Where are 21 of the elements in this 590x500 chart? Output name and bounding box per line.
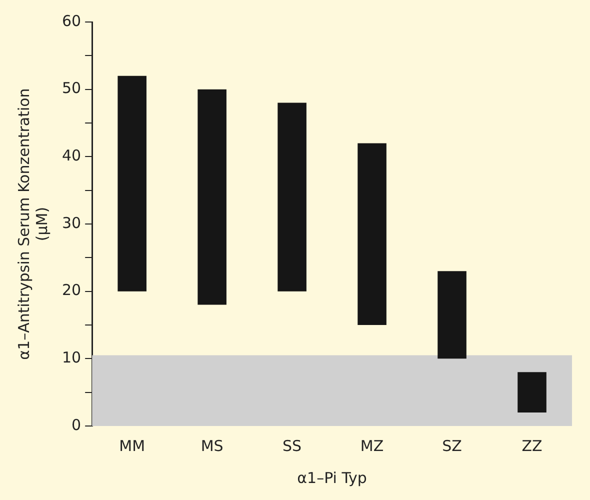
bar	[358, 143, 386, 325]
y-tick-label: 30	[62, 214, 82, 232]
y-tick-label: 10	[62, 348, 82, 367]
bar	[118, 76, 146, 292]
x-tick-label: SS	[282, 436, 302, 455]
bar	[278, 102, 306, 292]
x-axis-title: α1–Pi Typ	[297, 468, 367, 487]
y-tick-label: 50	[62, 79, 82, 98]
y-tick-label: 0	[72, 416, 82, 434]
bar	[438, 271, 466, 359]
bar	[198, 89, 226, 305]
x-tick-label: MS	[200, 436, 224, 455]
y-tick-label: 40	[62, 146, 82, 165]
x-tick-label: ZZ	[522, 436, 542, 455]
x-tick-label: MM	[119, 436, 146, 455]
bar	[518, 372, 546, 413]
y-axis-title: α1–Antitrypsin Serum Konzentration (µM)	[14, 88, 51, 360]
x-tick-label: MZ	[360, 436, 384, 455]
x-tick-label: SZ	[442, 436, 462, 455]
y-tick-label: 60	[62, 12, 82, 30]
y-tick-label: 20	[62, 281, 82, 300]
